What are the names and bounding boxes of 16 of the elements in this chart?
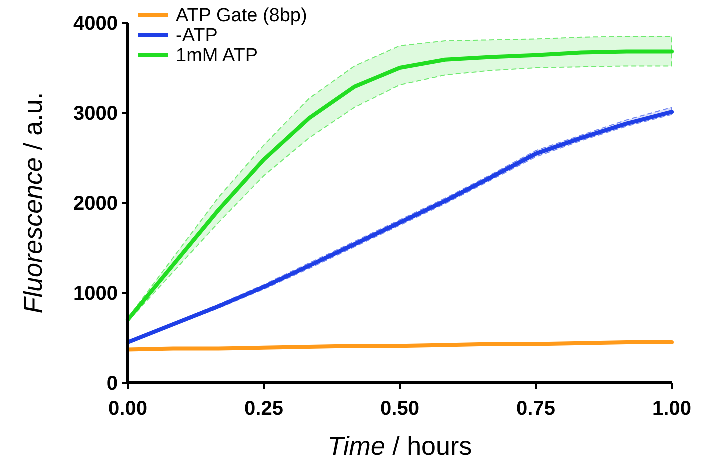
y-tick-label: 1000 (74, 283, 118, 305)
y-tick-label: 2000 (74, 193, 118, 215)
x-tick-label: 0.50 (380, 398, 420, 420)
x-axis-title: Time / hours (328, 431, 472, 461)
y-axis-title: Fluorescence / a.u. (18, 92, 48, 314)
x-tick-label: 0.75 (516, 398, 556, 420)
x-tick-label: 0.25 (244, 398, 284, 420)
legend-label: ATP Gate (8bp) (176, 6, 308, 27)
x-tick-label: 1.00 (652, 398, 692, 420)
x-tick-label: 0.00 (108, 398, 148, 420)
y-tick-label: 3000 (74, 103, 118, 125)
legend-label: 1mM ATP (176, 46, 258, 67)
line-series (126, 340, 674, 352)
legend-label: -ATP (176, 26, 218, 47)
y-tick-label: 4000 (74, 13, 118, 35)
y-tick-label: 0 (106, 373, 118, 395)
